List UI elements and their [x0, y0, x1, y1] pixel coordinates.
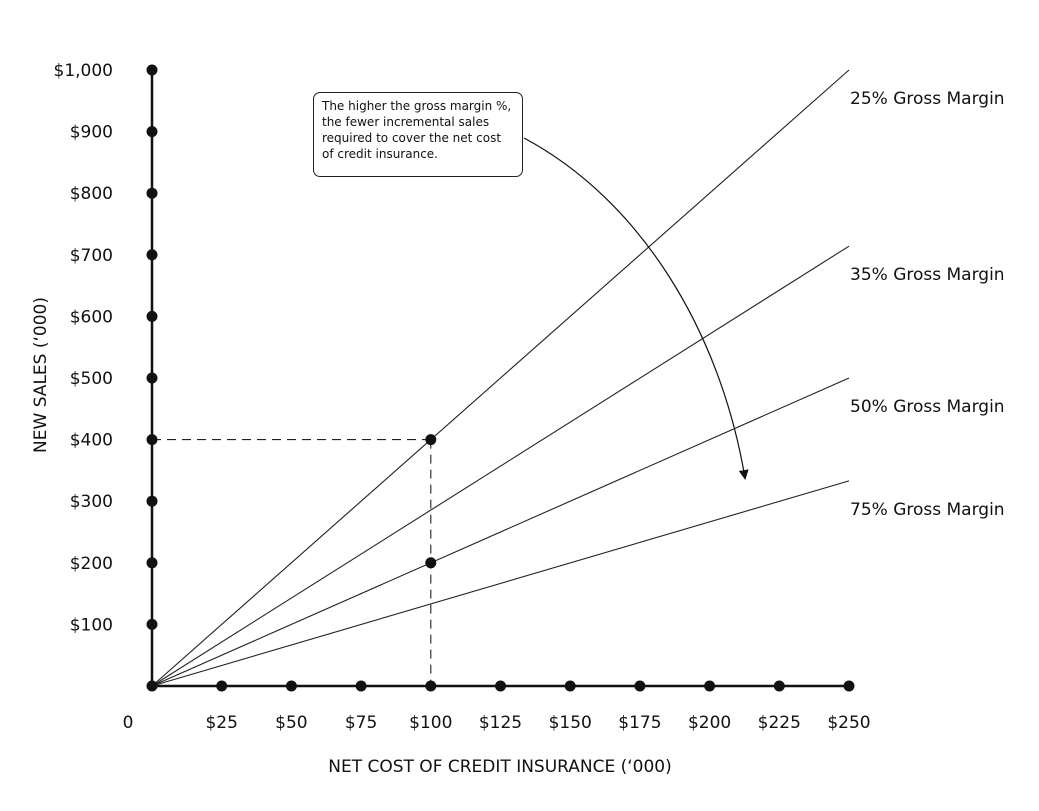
- x-tick-marker: [355, 680, 367, 692]
- y-tick-marker: [146, 187, 158, 199]
- x-tick-label: $125: [479, 713, 522, 733]
- y-tick-label: $700: [70, 246, 113, 266]
- y-tick-label: $800: [70, 184, 113, 204]
- y-axis-title: NEW SALES (‘000): [31, 297, 51, 453]
- x-tick-marker: [704, 680, 716, 692]
- x-tick-marker: [216, 680, 228, 692]
- y-tick-label: $600: [70, 307, 113, 327]
- y-tick-marker: [146, 495, 158, 507]
- annotation-callout: The higher the gross margin %, the fewer…: [313, 92, 523, 177]
- annotation-text: The higher the gross margin %, the fewer…: [322, 99, 512, 161]
- y-tick-label: $1,000: [54, 61, 113, 81]
- y-tick-label: $200: [70, 554, 113, 574]
- series-line-35-margin: [151, 245, 850, 687]
- x-tick-marker: [285, 680, 297, 692]
- y-tick-label: $500: [70, 369, 113, 389]
- origin-marker: [146, 680, 158, 692]
- x-tick-marker: [634, 680, 646, 692]
- series-line-75-margin: [151, 480, 850, 687]
- series-label-75-margin: 75% Gross Margin: [850, 500, 1005, 520]
- y-tick-marker: [146, 64, 158, 76]
- x-axis-title: NET COST OF CREDIT INSURANCE (‘000): [328, 757, 672, 777]
- series-line-25-margin: [151, 69, 850, 687]
- y-tick-label: $100: [70, 615, 113, 635]
- y-tick-label: $900: [70, 123, 113, 143]
- y-tick-marker: [146, 310, 158, 322]
- x-tick-marker: [425, 680, 437, 692]
- highlight-point: [425, 557, 437, 569]
- annotation-arrow: [523, 137, 749, 480]
- x-tick-marker: [773, 680, 785, 692]
- y-tick-marker: [146, 434, 158, 446]
- series-label-35-margin: 35% Gross Margin: [850, 265, 1005, 285]
- x-tick-label: $200: [688, 713, 731, 733]
- x-tick-label: $100: [409, 713, 452, 733]
- y-tick-label: $400: [70, 431, 113, 451]
- y-tick-marker: [146, 618, 158, 630]
- y-tick-label: $300: [70, 492, 113, 512]
- x-tick-label: $25: [205, 713, 237, 733]
- x-origin-label: 0: [123, 713, 134, 733]
- series-line-50-margin: [151, 377, 850, 687]
- x-tick-label: $175: [618, 713, 661, 733]
- x-tick-marker: [843, 680, 855, 692]
- x-tick-marker: [564, 680, 576, 692]
- x-tick-marker: [495, 680, 506, 692]
- series-label-25-margin: 25% Gross Margin: [850, 89, 1005, 109]
- y-tick-marker: [146, 557, 158, 569]
- x-tick-label: $250: [827, 713, 870, 733]
- y-tick-marker: [146, 249, 158, 261]
- x-tick-label: $150: [549, 713, 592, 733]
- y-tick-marker: [146, 372, 158, 384]
- series-label-50-margin: 50% Gross Margin: [850, 397, 1005, 417]
- x-tick-label: $225: [758, 713, 801, 733]
- highlight-point: [425, 434, 437, 446]
- x-tick-label: $75: [345, 713, 377, 733]
- y-tick-marker: [146, 126, 158, 138]
- x-tick-label: $50: [275, 713, 307, 733]
